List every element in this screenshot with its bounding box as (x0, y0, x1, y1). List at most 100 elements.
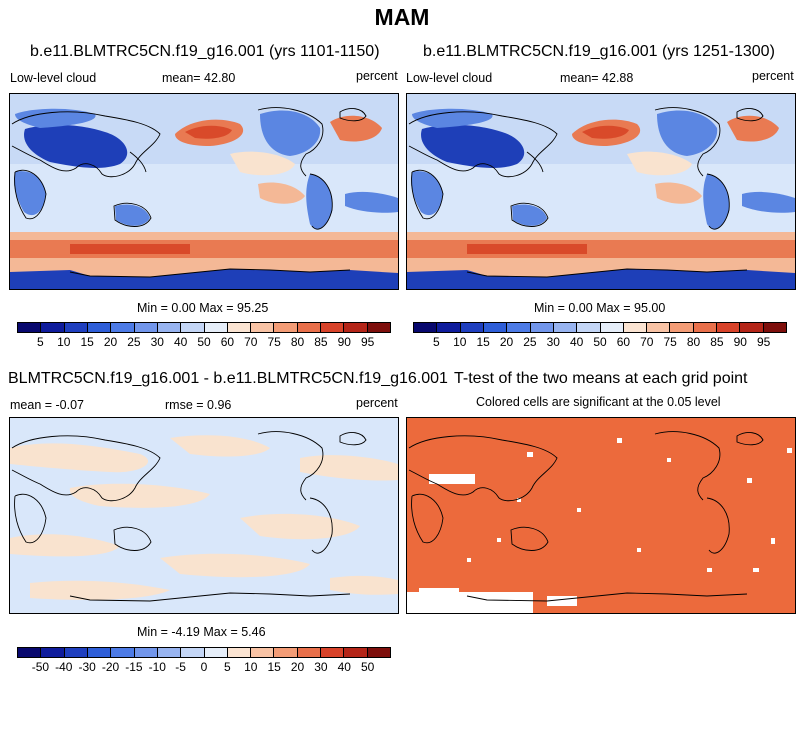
colorbar-tick-label: 30 (150, 335, 164, 349)
colorbar-swatch (740, 323, 764, 332)
colorbar-tick-label: 0 (200, 660, 208, 674)
colorbar-swatch (111, 323, 135, 332)
colorbar-swatch (227, 323, 252, 332)
panel-1-minmax: Min = 0.00 Max = 95.25 (137, 301, 269, 315)
colorbar-swatch (367, 323, 390, 332)
panel-4-subtitle: Colored cells are significant at the 0.0… (476, 395, 721, 409)
colorbar-swatch (437, 323, 461, 332)
colorbar-swatch (297, 323, 322, 332)
panel-1-units-label: percent (356, 69, 398, 83)
colorbar-tick-label: 5 (37, 335, 44, 349)
colorbar-swatch (64, 323, 88, 332)
panel-1-left-label: Low-level cloud (10, 71, 97, 85)
colorbar-tick-label: 80 (290, 335, 305, 349)
colorbar-1-ticks: 5 10 15 20 25 30 40 50 60 70 75 80 85 90 95 (17, 335, 391, 349)
colorbar-tick-label: 95 (360, 335, 375, 349)
colorbar-swatch (274, 323, 298, 332)
colorbar-swatch (134, 648, 158, 657)
colorbar-tick-label: 70 (640, 335, 654, 349)
colorbar-swatch (87, 323, 112, 332)
panel-1-mean-label: mean= 42.80 (162, 71, 236, 85)
colorbar-swatch (18, 323, 42, 332)
panel-1-title: b.e11.BLMTRC5CN.f19_g16.001 (yrs 1101-11… (30, 43, 380, 60)
colorbar-tick-label: 50 (360, 660, 375, 674)
colorbar-tick-label: 40 (337, 660, 351, 674)
panel-2-minmax: Min = 0.00 Max = 95.00 (534, 301, 666, 315)
colorbar-tick-label: 20 (499, 335, 514, 349)
colorbar-tick-label: 5 (433, 335, 440, 349)
colorbar-swatch (157, 323, 182, 332)
colorbar-2-ticks: 5 10 15 20 25 30 40 50 60 70 75 80 85 90 95 (413, 335, 787, 349)
colorbar-swatch (181, 648, 205, 657)
colorbar-tick-label: 25 (127, 335, 141, 349)
figure-title: MAM (374, 4, 430, 30)
colorbar-tick-label: 75 (267, 335, 281, 349)
colorbar-tick-label: 50 (197, 335, 211, 349)
colorbar-tick-label: 25 (523, 335, 537, 349)
colorbar-tick-label: 85 (314, 335, 328, 349)
colorbar-swatch (87, 648, 112, 657)
colorbar-tick-label: 15 (267, 660, 281, 674)
panel-2-map (406, 93, 796, 290)
colorbar-swatch (344, 323, 368, 332)
panel-3-mean-label: mean = -0.07 (10, 398, 85, 412)
colorbar-swatch (414, 323, 438, 332)
panel-2-mean-label: mean= 42.88 (560, 71, 634, 85)
panel-2-title: b.e11.BLMTRC5CN.f19_g16.001 (yrs 1251-13… (423, 43, 775, 60)
panel-2-units-label: percent (752, 69, 794, 83)
panel-3-units-label: percent (356, 396, 398, 410)
colorbar-swatch (64, 648, 88, 657)
colorbar-3-ticks: -50 -40 -30 -20 -15 -10 -5 0 5 10 15 20 30 40 50 (17, 660, 391, 674)
colorbar-swatch (251, 648, 275, 657)
ttest-map (407, 418, 795, 613)
colorbar-swatch (251, 323, 275, 332)
panel-3-rmse-label: rmse = 0.96 (165, 398, 232, 412)
colorbar-swatch (460, 323, 484, 332)
colorbar-tick-label: -10 (148, 660, 166, 674)
colorbar-swatch (577, 323, 601, 332)
panel-4-title: T-test of the two means at each grid poi… (454, 370, 748, 387)
low-cloud-map-2 (407, 94, 795, 289)
colorbar-tick-label: 90 (337, 335, 351, 349)
colorbar-tick-label: 60 (616, 335, 631, 349)
colorbar-swatch (321, 323, 345, 332)
colorbar-swatch (274, 648, 298, 657)
colorbar-swatch (41, 323, 65, 332)
colorbar-tick-label: 70 (244, 335, 258, 349)
colorbar-swatch (530, 323, 554, 332)
colorbar-tick-label: 10 (57, 335, 71, 349)
colorbar-tick-label: -5 (175, 660, 186, 674)
colorbar-swatch (204, 648, 228, 657)
colorbar-tick-label: 85 (710, 335, 724, 349)
colorbar-swatch (321, 648, 345, 657)
colorbar-swatch (717, 323, 741, 332)
colorbar-swatch (483, 323, 508, 332)
colorbar-tick-label: 75 (663, 335, 677, 349)
colorbar-tick-label: 20 (290, 660, 305, 674)
difference-map (10, 418, 398, 613)
colorbar-tick-label: -30 (78, 660, 96, 674)
colorbar-tick-label: 20 (103, 335, 118, 349)
colorbar-swatch (693, 323, 718, 332)
colorbar-tick-label: -20 (101, 660, 120, 674)
ttest-fill (407, 418, 795, 613)
colorbar-swatch (670, 323, 694, 332)
colorbar-swatch (18, 648, 42, 657)
colorbar-tick-label: 10 (453, 335, 467, 349)
low-cloud-map-1 (10, 94, 398, 289)
colorbar-tick-label: 40 (569, 335, 584, 349)
colorbar-swatch (344, 648, 368, 657)
colorbar-swatch (647, 323, 671, 332)
colorbar-tick-label: -50 (31, 660, 50, 674)
panel-4-map (406, 417, 796, 614)
colorbar-swatch (134, 323, 158, 332)
colorbar-tick-label: 90 (733, 335, 747, 349)
colorbar-swatch (367, 648, 390, 657)
colorbar-swatch (157, 648, 182, 657)
colorbar-tick-label: -15 (125, 660, 143, 674)
colorbar-swatch (297, 648, 322, 657)
colorbar-tick-label: 30 (546, 335, 560, 349)
colorbar-swatch (181, 323, 205, 332)
colorbar-1 (17, 322, 391, 333)
panel-1-map (9, 93, 399, 290)
